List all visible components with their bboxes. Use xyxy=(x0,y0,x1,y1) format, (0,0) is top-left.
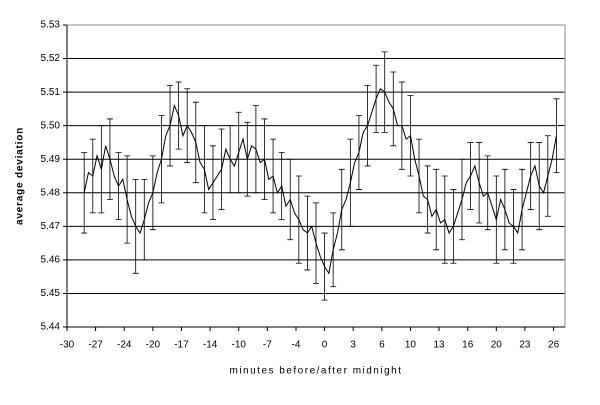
x-tick-label: 16 xyxy=(462,340,474,351)
y-tick-label: 5.50 xyxy=(41,120,61,131)
x-tick-label: 26 xyxy=(548,340,560,351)
x-tick-label: 0 xyxy=(322,340,328,351)
error-bar xyxy=(553,98,560,174)
y-tick-label: 5.45 xyxy=(41,288,61,299)
y-tick-label: 5.49 xyxy=(41,154,61,165)
x-tick-label: 20 xyxy=(491,340,503,351)
y-tick-label: 5.47 xyxy=(41,221,61,232)
x-tick-label: -24 xyxy=(117,340,132,351)
y-tick-label: 5.44 xyxy=(41,322,61,333)
x-tick-label: -4 xyxy=(292,340,301,351)
x-tick-label: 6 xyxy=(379,340,385,351)
x-tick-label: 3 xyxy=(350,340,356,351)
y-tick-label: 5.53 xyxy=(41,20,61,31)
x-tick-label: -20 xyxy=(146,340,161,351)
x-tick-label: 13 xyxy=(433,340,445,351)
x-tick-label: -30 xyxy=(60,340,75,351)
x-tick-label: -27 xyxy=(88,340,103,351)
x-tick-label: -17 xyxy=(174,340,189,351)
x-tick-label: 23 xyxy=(519,340,531,351)
y-tick-label: 5.52 xyxy=(41,53,61,64)
x-tick-label: 10 xyxy=(405,340,417,351)
x-tick-label: -10 xyxy=(231,340,246,351)
y-tick-label: 5.48 xyxy=(41,187,61,198)
x-axis-title: minutes before/after midnight xyxy=(229,366,402,377)
x-tick-label: -14 xyxy=(203,340,218,351)
y-tick-label: 5.51 xyxy=(41,87,61,98)
y-tick-label: 5.46 xyxy=(41,255,61,266)
data-line xyxy=(83,87,557,275)
x-tick-label: -7 xyxy=(263,340,272,351)
y-axis-title: average deviation xyxy=(15,127,26,225)
